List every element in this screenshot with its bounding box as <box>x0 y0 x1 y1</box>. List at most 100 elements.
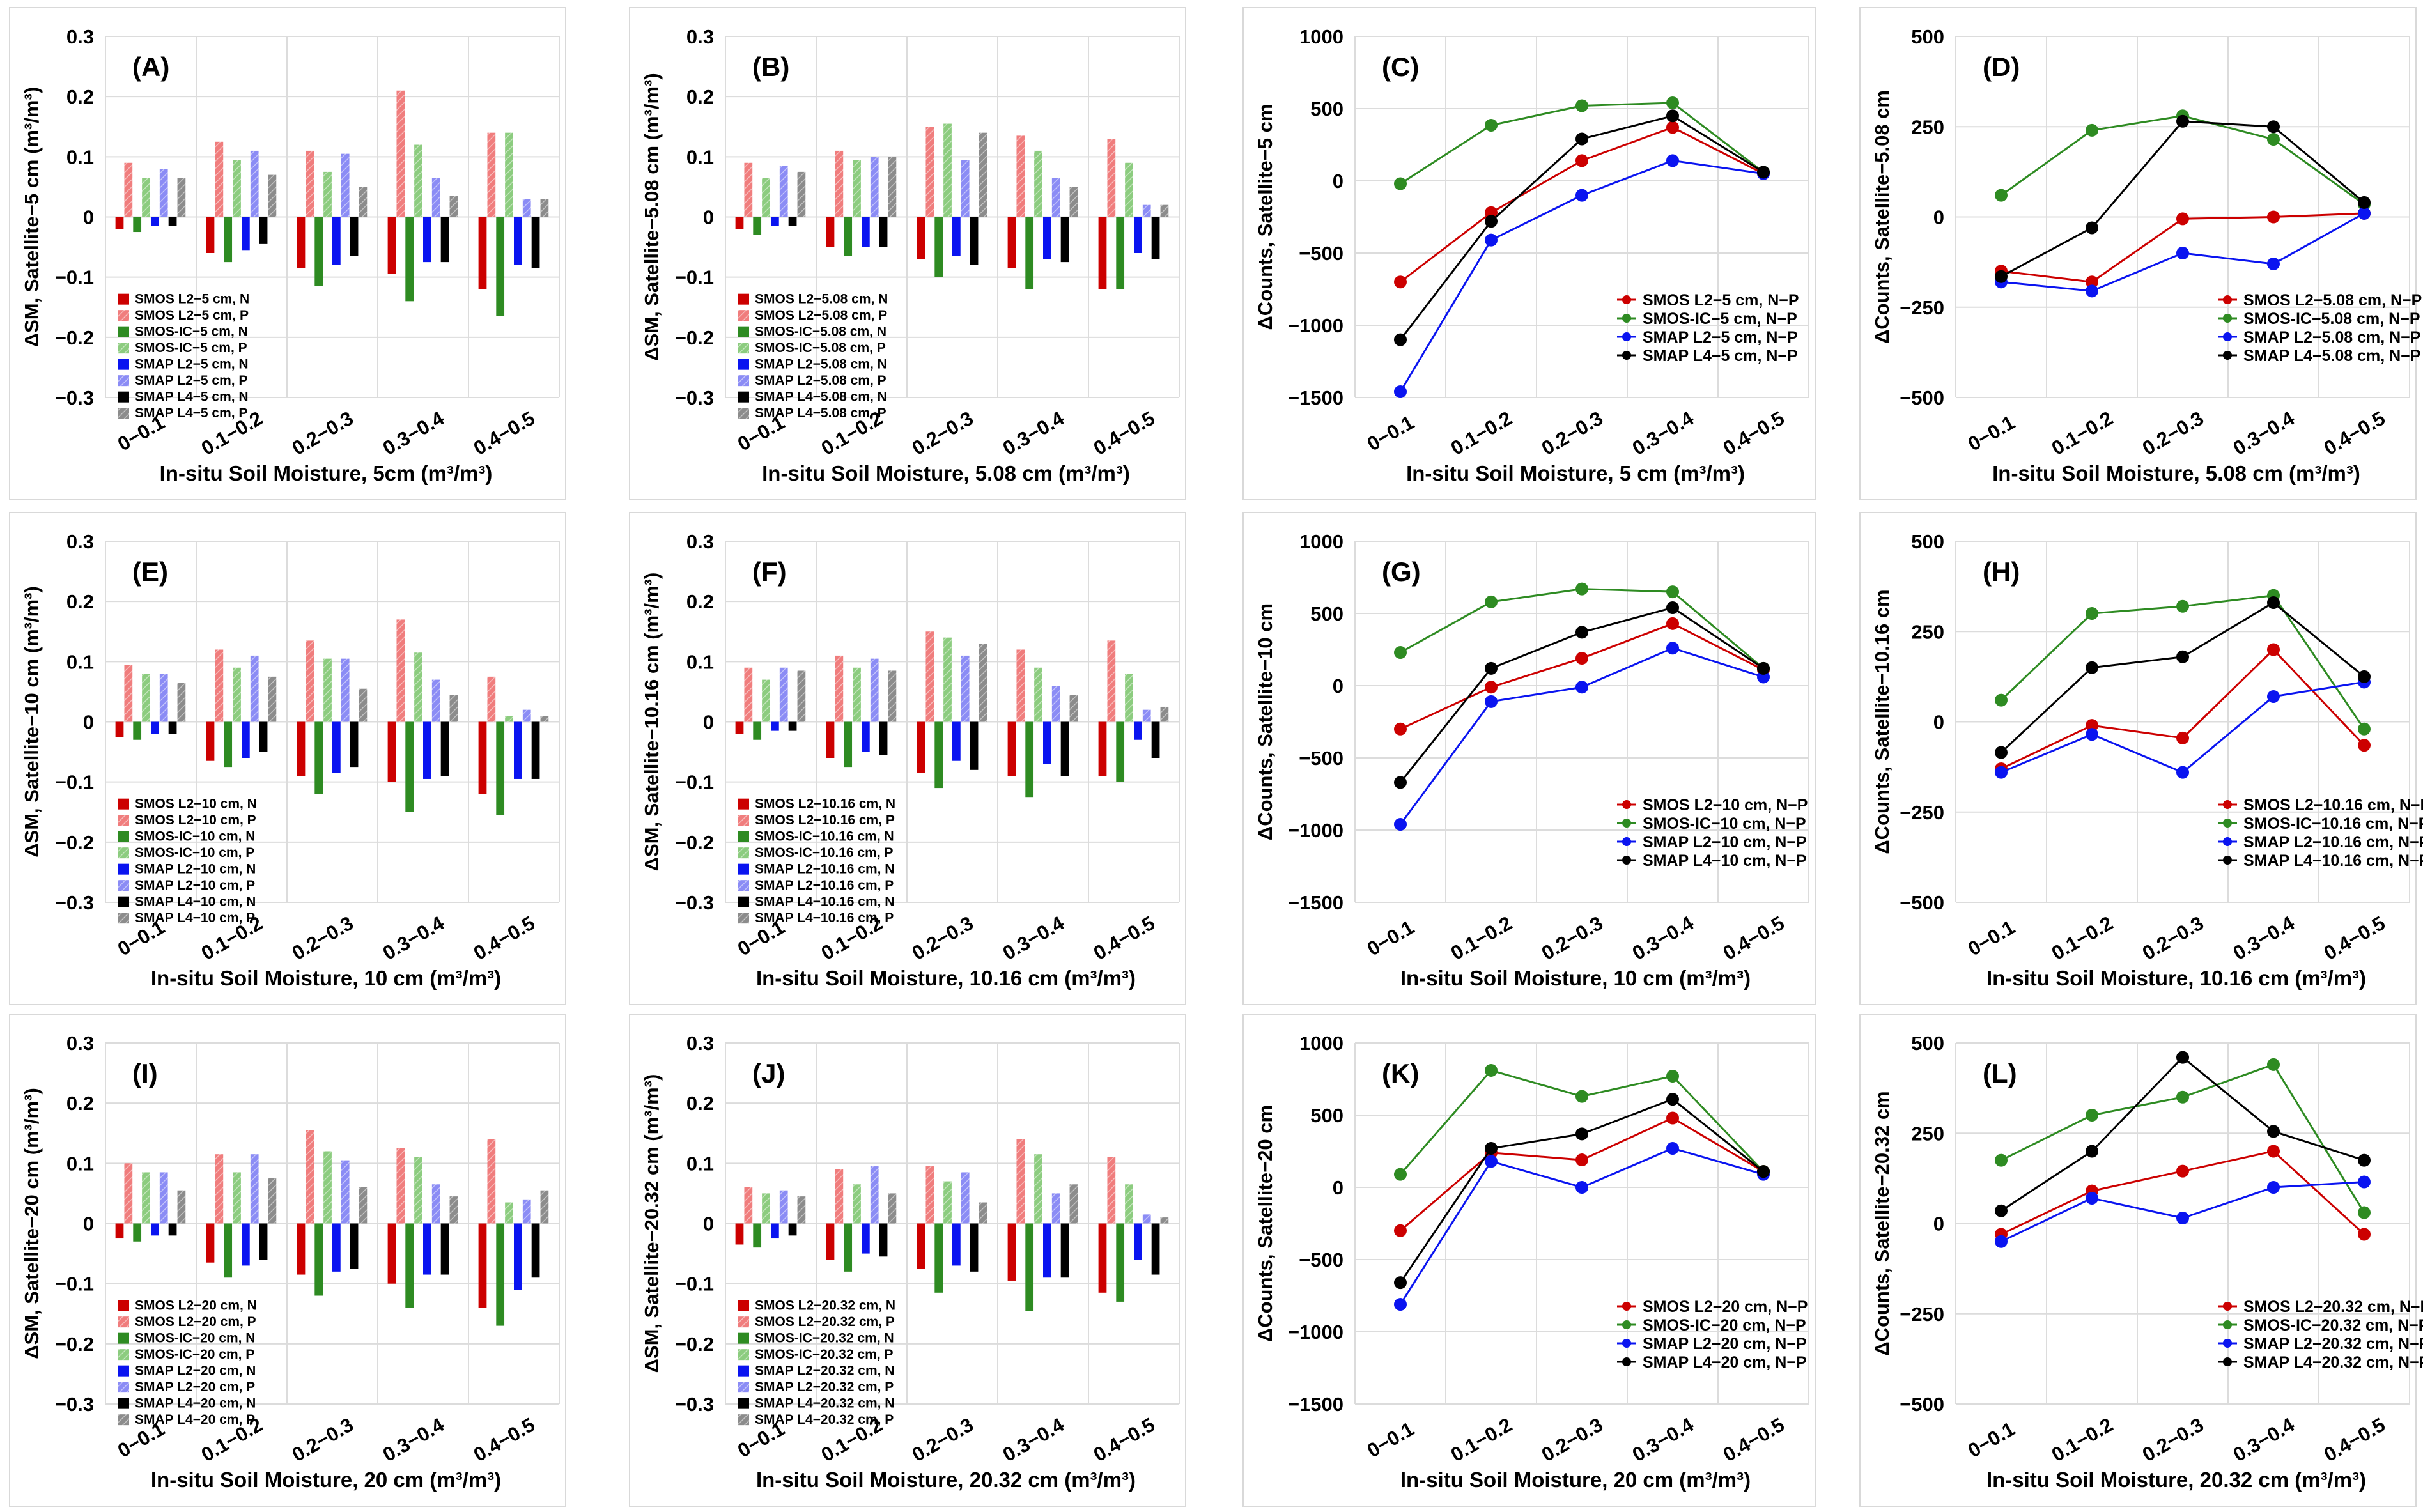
data-point <box>2267 120 2280 134</box>
legend-label: SMOS L2−5.08 cm, N <box>755 292 888 307</box>
bar <box>323 171 332 217</box>
panel-c: −1500 −1000 −500 0 500 1000 (C) ΔCounts, Satell… <box>1242 7 1816 500</box>
bar <box>979 132 987 217</box>
bar <box>879 1223 888 1257</box>
legend-label: SMAP L2−10 cm, P <box>135 878 255 893</box>
y-tick-label: −500 <box>1299 242 1343 265</box>
legend-marker <box>1622 800 1631 809</box>
data-point <box>1575 132 1588 146</box>
legend-swatch <box>118 408 129 419</box>
data-point <box>1666 1111 1679 1125</box>
y-tick-label: 0 <box>1933 1213 1944 1235</box>
panel-k: −1500 −1000 −500 0 500 1000 (K) ΔCounts, Satell… <box>1242 1014 1816 1507</box>
legend-label: SMOS L2−5 cm, P <box>135 308 249 323</box>
legend-label: SMAP L4−10.16 cm, N−P <box>2243 852 2423 870</box>
y-tick-label: 1000 <box>1299 26 1343 48</box>
data-point <box>1666 1069 1679 1083</box>
bar <box>934 721 943 789</box>
panel-h: −500 −250 0 250 500 (H) ΔCounts, Satellite−10.… <box>1859 512 2423 1005</box>
legend-marker <box>1622 837 1631 846</box>
bar <box>1142 709 1151 722</box>
bar <box>1151 217 1160 259</box>
x-axis-title: In-situ Soil Moisture, 5 cm (m³/m³) <box>1406 461 1745 485</box>
data-point <box>2086 1145 2098 1158</box>
legend-swatch <box>118 1300 129 1311</box>
y-tick-label: −0.2 <box>55 327 94 349</box>
bar <box>215 141 224 217</box>
bar <box>133 721 142 740</box>
data-point <box>2358 196 2371 209</box>
bar <box>159 1172 168 1224</box>
bar <box>505 716 513 722</box>
bar <box>788 721 797 731</box>
y-tick-label: 0.1 <box>686 1152 714 1175</box>
y-tick-label: 0.1 <box>66 651 94 673</box>
data-point <box>1394 722 1407 736</box>
y-tick-label: 0 <box>703 1213 714 1235</box>
y-tick-label: 0.2 <box>66 590 94 613</box>
bar <box>496 217 505 316</box>
legend-label: SMAP L2−5.08 cm, N <box>755 357 887 372</box>
bar <box>242 217 250 251</box>
bar <box>1107 1157 1116 1224</box>
y-axis-title: ΔSM, Satellite−20.32 cm (m³/m³) <box>640 1074 663 1373</box>
bar <box>771 217 779 226</box>
bar <box>215 649 224 722</box>
bar <box>242 721 250 758</box>
bar <box>952 721 961 761</box>
bar <box>341 658 350 722</box>
data-point <box>1666 617 1679 630</box>
legend-label: SMOS L2−10 cm, N <box>135 797 257 812</box>
bar <box>853 667 861 722</box>
bar <box>514 217 522 265</box>
legend-label: SMOS-IC−5.08 cm, P <box>755 341 886 355</box>
legend-swatch <box>118 1316 129 1328</box>
y-tick-label: 0 <box>1333 675 1343 697</box>
panel-label: (B) <box>752 52 789 82</box>
bar <box>440 721 449 776</box>
bar <box>1069 187 1078 217</box>
panel-label: (J) <box>752 1058 785 1088</box>
bar <box>259 1223 268 1260</box>
legend-label: SMOS-IC−20.32 cm, N <box>755 1331 894 1346</box>
legend-label: SMAP L4−10 cm, P <box>135 911 255 925</box>
bar <box>1060 721 1069 776</box>
legend-label: SMAP L2−20 cm, N−P <box>1643 1335 1807 1353</box>
y-tick-label: −1500 <box>1288 1393 1343 1416</box>
bar <box>835 655 844 722</box>
legend-swatch <box>118 310 129 321</box>
bar <box>1016 649 1025 722</box>
panel-label: (E) <box>132 557 168 587</box>
y-tick-label: 0.3 <box>66 1032 94 1054</box>
legend-label: SMOS L2−10 cm, N−P <box>1643 796 1808 814</box>
y-tick-label: −0.1 <box>675 266 714 289</box>
panel-label: (D) <box>1983 52 2020 82</box>
bar <box>159 674 168 722</box>
data-point <box>2267 1181 2280 1194</box>
bar <box>341 1160 350 1224</box>
bar <box>1051 1193 1060 1224</box>
bar <box>744 667 753 722</box>
legend-marker <box>1622 1320 1631 1329</box>
legend-marker <box>2223 1320 2232 1329</box>
bar <box>753 721 762 740</box>
bar <box>961 655 970 722</box>
bar <box>853 160 861 217</box>
bar <box>735 1223 744 1245</box>
legend-label: SMAP L4−5 cm, N−P <box>1643 347 1798 365</box>
data-point <box>1666 1141 1679 1155</box>
x-axis-title: In-situ Soil Moisture, 20 cm (m³/m³) <box>1400 1468 1751 1492</box>
legend-swatch <box>738 1414 749 1426</box>
bar <box>1043 217 1051 259</box>
y-tick-label: −1500 <box>1288 891 1343 914</box>
bar <box>1016 1139 1025 1224</box>
bar <box>826 1223 835 1260</box>
bar <box>242 1223 250 1266</box>
bar <box>268 676 277 722</box>
bar <box>1007 1223 1016 1281</box>
bar <box>115 217 124 229</box>
panel-label: (C) <box>1382 52 1419 82</box>
y-tick-label: 0.2 <box>686 590 714 613</box>
data-point <box>2176 599 2189 613</box>
bar <box>943 123 952 217</box>
